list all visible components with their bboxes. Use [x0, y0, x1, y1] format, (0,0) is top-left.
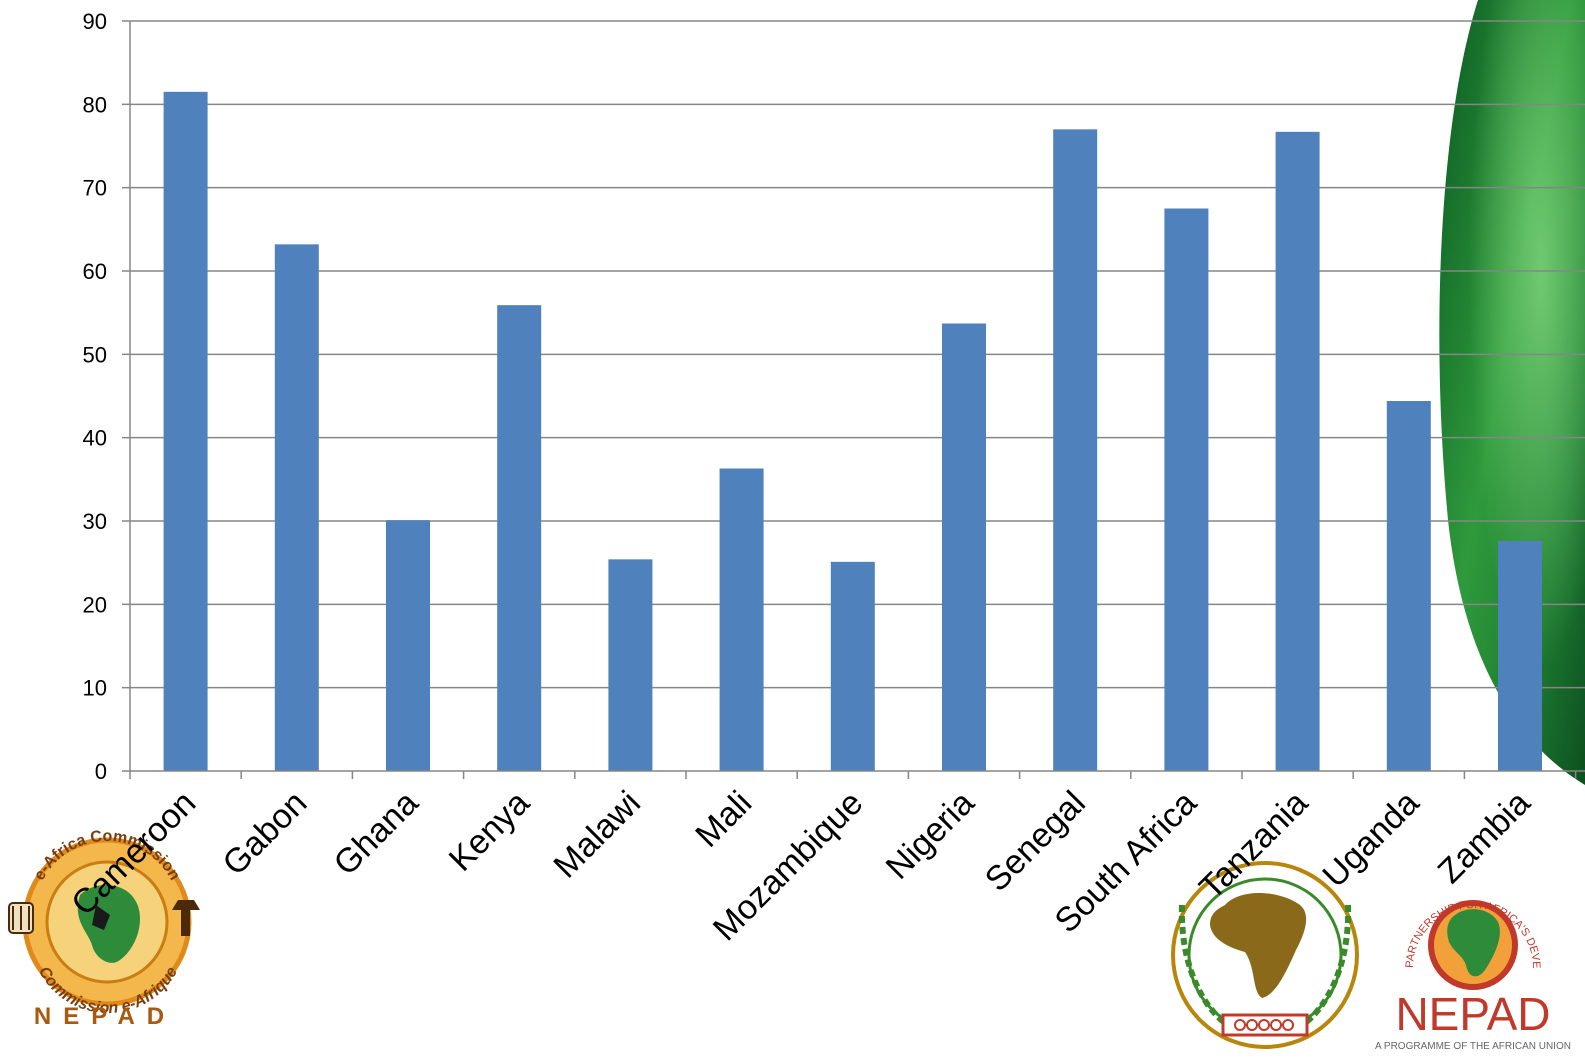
x-tick-label: Zambia — [1431, 784, 1538, 891]
bar-cameroon — [163, 91, 208, 772]
x-tick-label: Nigeria — [879, 784, 982, 887]
x-tick-label: Mali — [688, 784, 759, 855]
bar-malawi — [608, 559, 653, 771]
bar-south-africa — [1164, 208, 1209, 771]
y-tick-label: 40 — [83, 426, 107, 451]
axes — [122, 20, 1585, 779]
bar-nigeria — [942, 323, 986, 771]
bar-senegal — [1053, 129, 1098, 772]
bar-kenya — [497, 305, 542, 771]
bar-zambia — [1498, 541, 1542, 771]
nepad-tagline: A PROGRAMME OF THE AFRICAN UNION — [1375, 1041, 1571, 1052]
x-tick-label: Kenya — [442, 784, 537, 879]
gridlines — [130, 20, 1585, 689]
x-tick-label: Senegal — [978, 784, 1093, 899]
drum-icon — [8, 902, 34, 934]
y-tick-label: 90 — [83, 9, 107, 34]
y-tick-label: 50 — [83, 342, 107, 367]
x-tick-label: Gabon — [215, 784, 314, 883]
bar-tanzania — [1275, 131, 1320, 772]
y-tick-label: 60 — [83, 259, 107, 284]
x-tick-label: Ghana — [327, 784, 426, 883]
y-tick-label: 20 — [83, 592, 107, 617]
bar-uganda — [1386, 401, 1431, 771]
y-tick-label: 0 — [95, 759, 107, 784]
y-tick-label: 80 — [83, 92, 107, 117]
bar-mali — [719, 468, 764, 771]
nepad-wordmark: NEPAD — [1395, 988, 1550, 1040]
au-chain-links — [1234, 1019, 1294, 1031]
bar-gabon — [274, 244, 319, 772]
x-tick-label: Uganda — [1315, 784, 1426, 895]
baobab-tree-icon — [172, 900, 200, 936]
bar-mozambique — [830, 561, 875, 771]
y-tick-label: 30 — [83, 509, 107, 534]
african-union-emblem — [1171, 861, 1359, 1049]
green-leaf-background — [1439, 0, 1585, 785]
bars — [163, 91, 1542, 772]
left-logo-wordmark: NEPAD — [34, 1003, 176, 1030]
x-tick-label: Malawi — [546, 784, 648, 886]
bar-ghana — [386, 520, 430, 771]
y-tick-labels: 0 10 20 30 40 50 60 70 80 90 — [83, 9, 107, 784]
y-tick-label: 10 — [83, 676, 107, 701]
y-tick-label: 70 — [83, 176, 107, 201]
